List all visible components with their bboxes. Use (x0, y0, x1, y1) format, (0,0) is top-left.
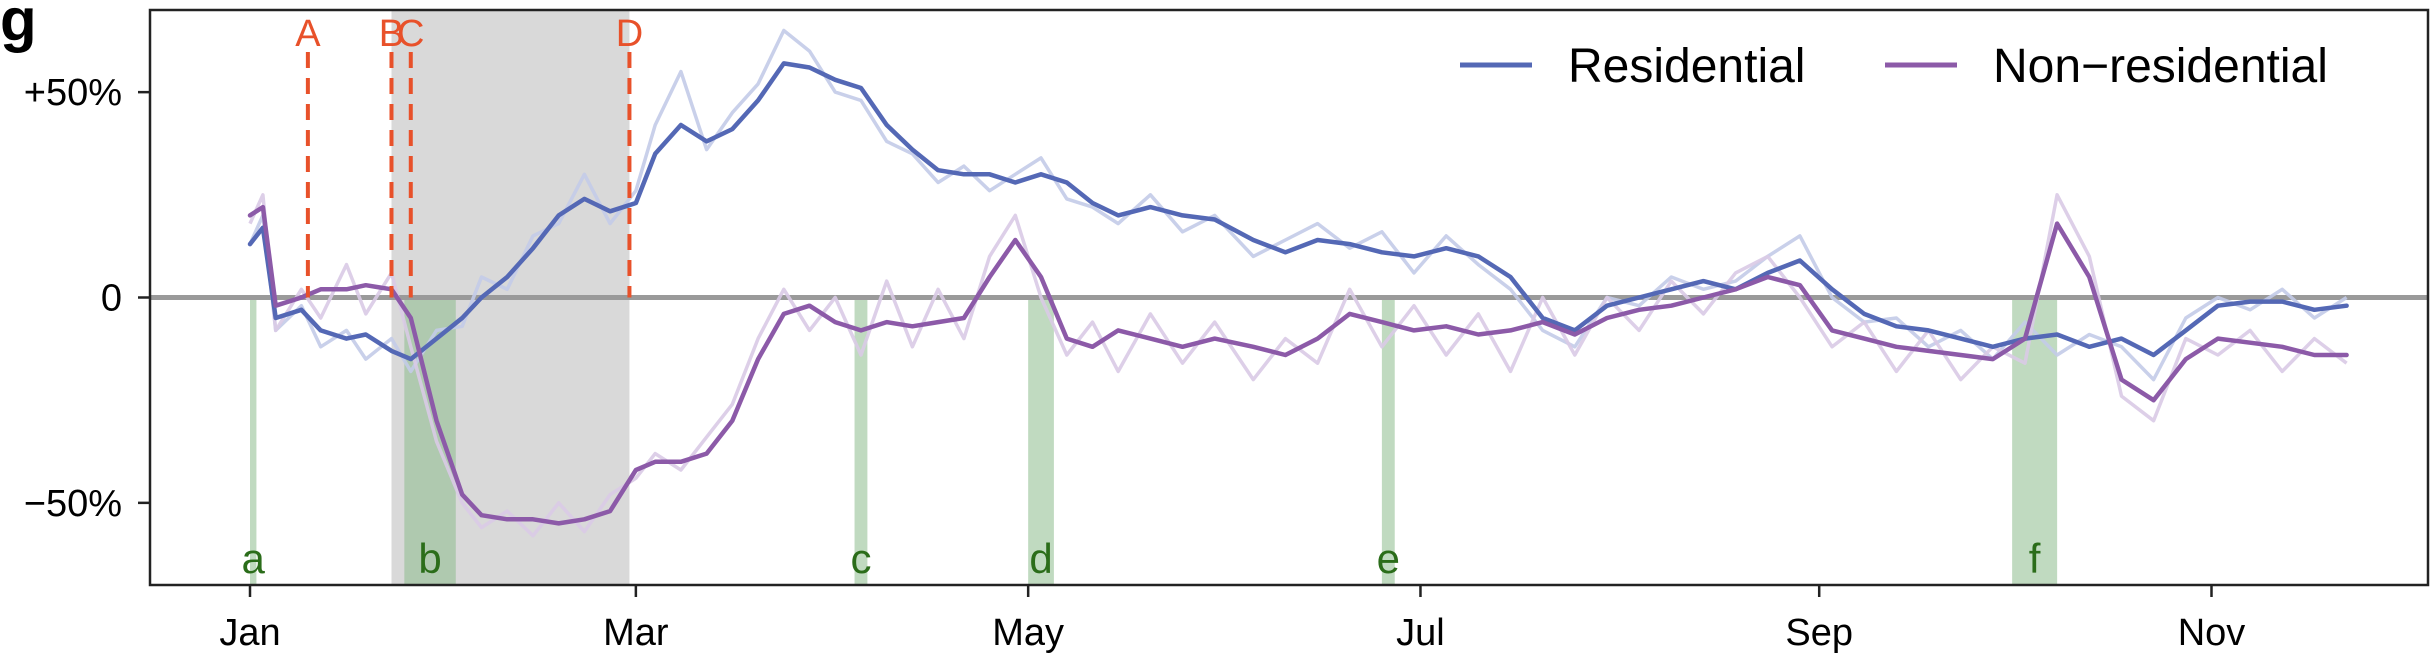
holiday-band-e (1381, 297, 1395, 585)
x-tick-label: Jul (1396, 612, 1445, 654)
x-tick-label: Sep (1785, 612, 1853, 654)
y-tick-label: 0 (101, 278, 122, 320)
x-tick-label: Mar (603, 612, 669, 654)
event-label-D: D (616, 13, 643, 55)
panel-letter-label: g (0, 0, 37, 53)
holiday-band-c (854, 297, 868, 585)
smoothed-series-layer (247, 61, 2349, 526)
legend-label-1: Non−residential (1993, 40, 2328, 93)
holiday-band-a (250, 297, 257, 585)
legend-label-0: Residential (1568, 40, 1805, 93)
x-tick-label: Jan (219, 612, 280, 654)
holiday-label-f: f (2029, 535, 2041, 582)
event-label-C: C (397, 13, 424, 55)
x-tick-label: Nov (2178, 612, 2246, 654)
holiday-label-d: d (1029, 535, 1052, 582)
legend: Residential Non−residential (1460, 40, 2328, 93)
y-tick-label: −50% (24, 483, 122, 525)
holiday-label-c: c (850, 535, 871, 582)
event-label-B: B (379, 13, 404, 55)
axes-layer: +50% 0 −50% Jan Mar May Jul Sep Nov (24, 8, 2430, 654)
holiday-label-a: a (242, 535, 266, 582)
holiday-band-d (1028, 297, 1054, 585)
series-line-non-residential (247, 204, 2349, 526)
series-line-residential (247, 61, 2349, 362)
event-lines-layer: A BC D (295, 13, 643, 298)
x-tick-label: May (992, 612, 1064, 654)
holiday-label-b: b (418, 535, 441, 582)
y-tick-label: +50% (24, 72, 122, 114)
event-label-A: A (295, 13, 321, 55)
panel-letter: g (0, 0, 37, 53)
holiday-label-e: e (1377, 535, 1400, 582)
